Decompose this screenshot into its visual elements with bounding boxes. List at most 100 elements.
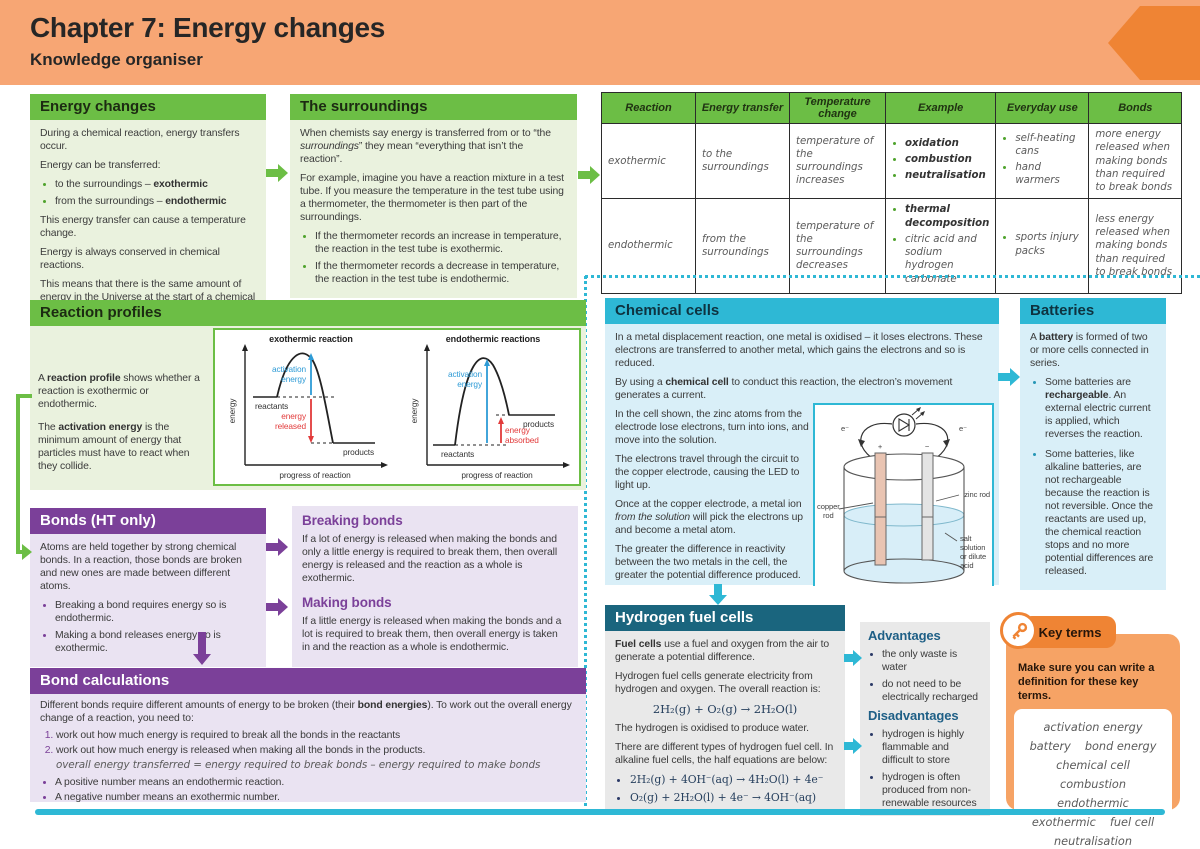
cell-bonds: less energy released when making bonds t… (1088, 198, 1183, 294)
divider-dotted-horizontal (585, 275, 1200, 278)
connector-arrow-bonds-to-breaking (266, 538, 288, 556)
section-body: In a metal displacement reaction, one me… (605, 324, 999, 586)
section-heading: Energy changes (30, 94, 266, 120)
cell-everyday-use: sports injury packs (995, 198, 1090, 294)
cell-reaction: exothermic (601, 122, 696, 200)
paragraph: For example, imagine you have a reaction… (300, 173, 564, 223)
section-body: When chemists say energy is transferred … (290, 120, 577, 298)
zinc-rod (921, 452, 934, 561)
list-item: Making a bond releases energy so is exot… (55, 629, 256, 655)
list-item: If the thermometer records an increase i… (315, 230, 567, 256)
profiles-chart-panel: exothermic reaction energy progress of r… (213, 328, 581, 486)
section-chemical-cells: Chemical cells In a metal displacement r… (605, 298, 999, 586)
reaction-comparison-table: Reaction Energy transfer Temperature cha… (601, 92, 1183, 294)
section-reaction-profiles: Reaction profiles A reaction profile sho… (30, 300, 586, 490)
list-item: do not need to be electrically recharged (882, 678, 982, 704)
paragraph: Once at the copper electrode, a metal io… (615, 499, 803, 536)
connector-arrow-fuel-to-advantages (844, 650, 862, 666)
paragraph: The greater the difference in reactivity… (615, 544, 801, 581)
paragraph: Energy is always conserved in chemical r… (40, 247, 220, 271)
list-item: neutralisation (905, 169, 989, 182)
paragraph: Fuel cells use a fuel and oxygen from th… (615, 639, 830, 663)
connector-elbow-profiles-to-bonds (16, 394, 32, 560)
cell-everyday-use: self-heating cans hand warmers (995, 122, 1090, 200)
list-item: self-heating cans (1015, 132, 1082, 159)
activation-energy-label: activation (448, 369, 483, 379)
section-heading: The surroundings (290, 94, 577, 120)
paragraph: Atoms are held together by strong chemic… (40, 542, 242, 592)
table-header-row: Reaction Energy transfer Temperature cha… (601, 92, 1183, 124)
section-body: Fuel cells use a fuel and oxygen from th… (605, 631, 845, 814)
key-terms-tab: Key terms (1024, 616, 1116, 648)
section-heading: Making bonds (302, 595, 392, 610)
energy-released-label: energy (281, 411, 307, 421)
key-terms-instruction: Make sure you can write a definition for… (1018, 662, 1155, 702)
chart-title: endothermic reactions (446, 334, 541, 344)
activation-energy-label: energy (457, 379, 483, 389)
cell-reaction: endothermic (601, 198, 696, 294)
led-icon (892, 407, 925, 437)
list-item: combustion (905, 153, 989, 166)
products-label: products (343, 447, 374, 457)
cell-energy-transfer: from the surroundings (695, 198, 790, 294)
chemical-cell-diagram: e⁻ e⁻ (813, 403, 994, 586)
key-terms-list: activation energybattery bond energychemi… (1014, 709, 1172, 849)
column-header: Reaction (601, 92, 696, 124)
connector-arrow-fuel-to-disadvantages (844, 738, 862, 754)
y-axis-label: energy (227, 398, 237, 424)
electron-label: e⁻ (841, 424, 849, 433)
column-header: Energy transfer (695, 92, 790, 124)
half-equation: 2H₂(g) + 4OH⁻(aq) → 4H₂O(l) + 4e⁻ (630, 773, 835, 786)
reactants-label: reactants (441, 449, 474, 459)
half-equation: O₂(g) + 2H₂O(l) + 4e⁻ → 4OH⁻(aq) (630, 791, 835, 804)
list-item: Some batteries, like alkaline batteries,… (1045, 448, 1156, 578)
step-item: work out how much energy is released whe… (56, 744, 576, 757)
zinc-rod-label: zinc rod (964, 490, 990, 499)
paragraph: Different bonds require different amount… (40, 700, 572, 724)
cell-bonds: more energy released when making bonds t… (1088, 122, 1183, 200)
list-item: hydrogen is often produced from non-rene… (882, 771, 982, 810)
minus-terminal: − (925, 442, 930, 451)
header-band: Chapter 7: Energy changes Knowledge orga… (0, 0, 1200, 85)
list-item: the only waste is water (882, 648, 982, 674)
header-hexagon (1108, 6, 1200, 80)
energy-absorbed-label: energy (505, 425, 531, 435)
key-terms-body: Make sure you can write a definition for… (1006, 634, 1180, 849)
solution-label: salt (960, 534, 972, 543)
section-heading: Bonds (HT only) (30, 508, 266, 534)
steps-list: work out how much energy is required to … (40, 729, 576, 757)
list-item: hand warmers (1015, 161, 1082, 188)
list-item: oxidation (905, 137, 989, 150)
x-axis-label: progress of reaction (279, 470, 351, 480)
list-item: thermal decomposition (905, 203, 989, 230)
list-item: A negative number means an exothermic nu… (55, 791, 576, 802)
solution-label: solution (960, 543, 985, 552)
connector-arrow-bonds-to-making (266, 598, 288, 616)
electron-label: e⁻ (959, 424, 967, 433)
paragraph: This energy transfer can cause a tempera… (40, 215, 246, 239)
paragraph: If a little energy is released when maki… (302, 615, 562, 653)
paragraph: Hydrogen fuel cells generate electricity… (615, 671, 821, 695)
section-bond-calculations: Bond calculations Different bonds requir… (30, 668, 586, 802)
plus-terminal: + (878, 442, 883, 451)
paragraph: By using a chemical cell to conduct this… (615, 377, 953, 401)
section-heading: Advantages (868, 628, 941, 643)
connector-arrow-bonds-to-calculations (193, 632, 211, 665)
energy-formula: overall energy transferred = energy requ… (56, 759, 541, 771)
connector-arrow-surroundings-to-table (578, 166, 600, 184)
paragraph: When chemists say energy is transferred … (300, 128, 551, 165)
list-item: If the thermometer records a decrease in… (315, 260, 567, 286)
paragraph: The hydrogen is oxidised to produce wate… (615, 723, 809, 735)
section-heading: Bond calculations (30, 668, 586, 694)
connector-arrow-cells-to-batteries (998, 368, 1020, 386)
section-hydrogen-fuel-cells: Hydrogen fuel cells Fuel cells use a fue… (605, 605, 845, 815)
endothermic-profile-chart: endothermic reactions energy progress of… (409, 334, 570, 480)
reactants-label: reactants (255, 401, 288, 411)
paragraph: In the cell shown, the zinc atoms from t… (615, 409, 809, 446)
section-breaking-bonds: Breaking bonds If a lot of energy is rel… (292, 506, 578, 598)
overall-equation: 2H₂(g) + O₂(g) → 2H₂O(l) (652, 702, 798, 716)
chart-title: exothermic reaction (269, 334, 353, 344)
step-item: work out how much energy is required to … (56, 729, 576, 742)
copper-rod (874, 452, 887, 566)
